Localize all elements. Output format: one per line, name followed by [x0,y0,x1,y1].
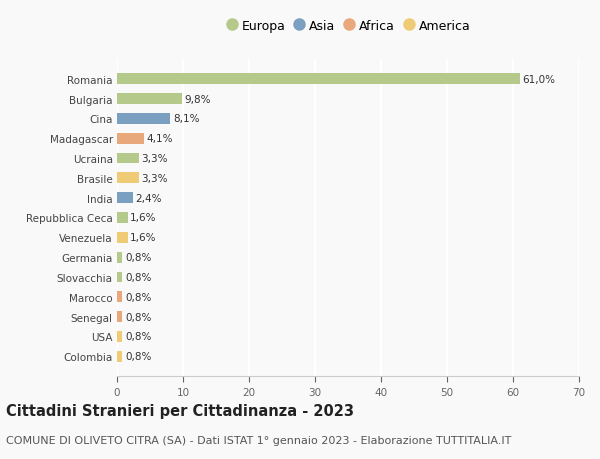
Bar [117,173,139,184]
Bar [117,292,122,302]
Text: 61,0%: 61,0% [522,74,555,84]
Text: Cittadini Stranieri per Cittadinanza - 2023: Cittadini Stranieri per Cittadinanza - 2… [6,403,354,419]
Text: 3,3%: 3,3% [142,174,168,184]
Text: 3,3%: 3,3% [142,154,168,164]
Bar [117,252,122,263]
Bar [117,94,182,105]
Bar [117,232,128,243]
Bar [117,74,520,85]
Text: 0,8%: 0,8% [125,332,151,342]
Text: 8,1%: 8,1% [173,114,200,124]
Bar [117,312,122,322]
Bar [117,193,133,204]
Bar [117,331,122,342]
Text: 0,8%: 0,8% [125,312,151,322]
Text: 0,8%: 0,8% [125,352,151,362]
Text: 0,8%: 0,8% [125,292,151,302]
Legend: Europa, Asia, Africa, America: Europa, Asia, Africa, America [220,15,476,38]
Text: 1,6%: 1,6% [130,213,157,223]
Bar [117,213,128,224]
Text: 2,4%: 2,4% [136,193,162,203]
Bar [117,351,122,362]
Text: 0,8%: 0,8% [125,272,151,282]
Text: COMUNE DI OLIVETO CITRA (SA) - Dati ISTAT 1° gennaio 2023 - Elaborazione TUTTITA: COMUNE DI OLIVETO CITRA (SA) - Dati ISTA… [6,435,511,445]
Text: 0,8%: 0,8% [125,252,151,263]
Bar [117,272,122,283]
Text: 9,8%: 9,8% [184,94,211,104]
Bar [117,134,144,144]
Bar [117,153,139,164]
Text: 4,1%: 4,1% [146,134,173,144]
Text: 1,6%: 1,6% [130,233,157,243]
Bar [117,114,170,124]
